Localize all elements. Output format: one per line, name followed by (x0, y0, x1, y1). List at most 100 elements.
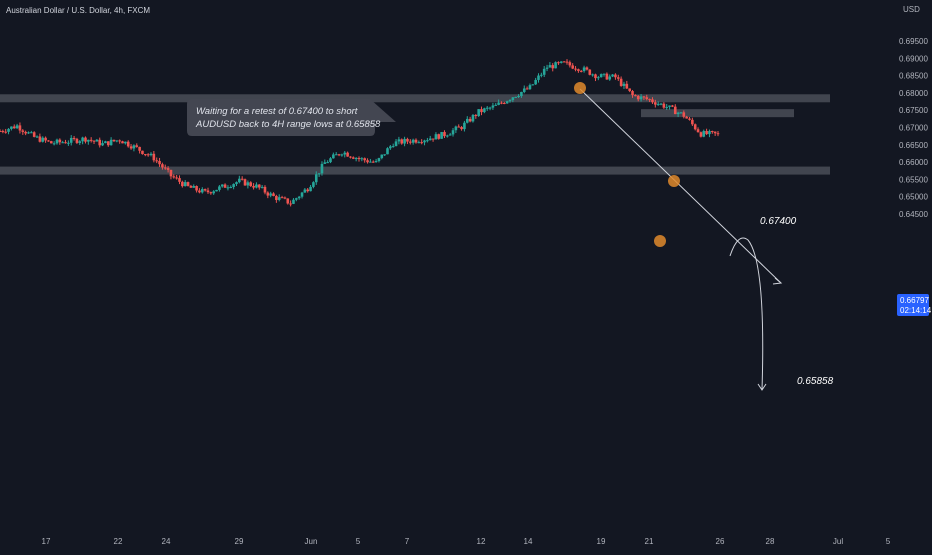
candle-body (571, 65, 574, 69)
y-tick-label: 0.67000 (899, 124, 928, 133)
candle-body (403, 138, 406, 144)
candle-body (317, 173, 321, 175)
candle-body (178, 178, 181, 182)
candle-body (554, 62, 557, 69)
x-tick-label: 17 (42, 537, 51, 546)
candle-body (326, 162, 329, 164)
candle-body (138, 146, 141, 151)
candle-body (312, 182, 315, 187)
candle-body (537, 75, 540, 80)
candle-body (665, 106, 669, 108)
candle-body (69, 137, 73, 143)
y-axis[interactable]: 0.69500 0.69000 0.68500 0.68000 0.67500 0.670… (899, 37, 928, 219)
x-axis[interactable]: 17 22 24 29 Jun 5 7 12 14 19 21 26 28 Jul 5 (42, 537, 891, 546)
candle-body (434, 134, 438, 140)
candle-body (545, 67, 549, 69)
candle-body (323, 162, 327, 164)
x-tick-label: 26 (716, 537, 725, 546)
y-tick-label: 0.69000 (899, 54, 928, 63)
candle-body (263, 186, 267, 193)
candle-body (474, 115, 478, 117)
candle-body (35, 136, 39, 138)
candle-body (15, 125, 19, 129)
candle-body (693, 124, 697, 130)
candle-body (343, 152, 347, 155)
candle-body (144, 154, 147, 156)
x-tick-label: 24 (162, 537, 171, 546)
candle-body (49, 141, 53, 144)
candle-body (92, 140, 96, 142)
projection-path (729, 237, 764, 391)
annotation-line-2: AUDUSD back to 4H range lows at 0.65858 (195, 119, 381, 130)
y-tick-label: 0.69500 (899, 37, 928, 46)
x-tick-label: 22 (114, 537, 123, 546)
y-tick-label: 0.65500 (899, 175, 928, 184)
candle-body (605, 73, 609, 80)
candle-body (292, 199, 295, 204)
candle-body (616, 77, 620, 79)
chart-title: Australian Dollar / U.S. Dollar, 4h, FXC… (6, 6, 150, 15)
candle-body (585, 67, 589, 70)
candles-layer (0, 59, 720, 207)
candle-body (557, 62, 560, 64)
x-tick-label: 21 (645, 537, 654, 546)
candle-body (18, 125, 22, 131)
candle-body (426, 140, 429, 142)
candle-body (454, 126, 458, 131)
candle-body (44, 137, 47, 141)
candle-body (352, 157, 355, 159)
candle-body (126, 141, 130, 147)
candle-body (599, 74, 603, 78)
x-tick-label: 28 (766, 537, 775, 546)
candle-body (115, 140, 119, 142)
candle-body (87, 139, 90, 142)
candle-body (668, 105, 671, 107)
candle-body (206, 190, 210, 193)
candle-body (12, 126, 16, 129)
candle-body (252, 185, 255, 188)
price-tag-box (897, 294, 929, 316)
candle-body (357, 158, 361, 160)
candle-body (708, 131, 711, 135)
candle-body (562, 61, 566, 63)
candle-body (656, 103, 660, 105)
candle-body (503, 103, 506, 105)
candle-body (300, 192, 304, 197)
candle-body (471, 115, 475, 122)
y-tick-label: 0.67500 (899, 106, 928, 115)
candle-body (212, 191, 215, 194)
candle-body (639, 96, 643, 100)
candle-body (183, 182, 187, 187)
candle-body (209, 192, 213, 194)
currency-label: USD (903, 5, 920, 14)
candle-body (246, 182, 250, 186)
candle-body (286, 198, 290, 204)
candle-body (21, 130, 25, 132)
candle-body (540, 74, 543, 76)
candle-body (329, 158, 332, 163)
swing-marker-2 (668, 175, 680, 187)
candle-body (451, 130, 455, 135)
candle-body (203, 189, 207, 191)
x-tick-label: 29 (235, 537, 244, 546)
candle-body (0, 130, 2, 132)
candle-body (269, 193, 272, 196)
y-tick-label: 0.68000 (899, 89, 928, 98)
candle-body (591, 74, 594, 76)
x-tick-label: 5 (886, 537, 891, 546)
candle-body (691, 119, 694, 125)
annotation-callout[interactable]: Waiting for a retest of 0.67400 to short… (187, 99, 396, 136)
candle-body (58, 139, 62, 143)
candle-body (75, 138, 79, 143)
candle-body (417, 142, 421, 144)
candle-body (101, 143, 104, 146)
candle-body (109, 139, 113, 146)
y-tick-label: 0.64500 (899, 210, 928, 219)
x-tick-label: 5 (356, 537, 361, 546)
candle-body (654, 102, 657, 105)
candle-body (169, 169, 173, 177)
candle-body (534, 79, 537, 85)
candle-body (628, 88, 631, 92)
candle-body (676, 112, 680, 115)
